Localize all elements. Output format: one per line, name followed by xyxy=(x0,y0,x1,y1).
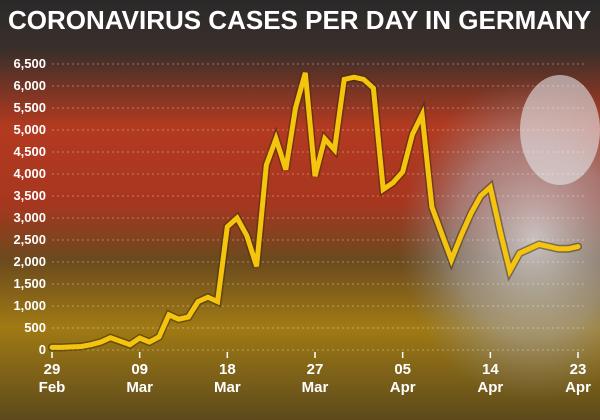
series-group xyxy=(48,71,582,352)
x-tick-day: 27 xyxy=(307,361,324,378)
x-tick-month: Apr xyxy=(390,379,416,396)
x-tick-month: Mar xyxy=(214,379,241,396)
y-tick-label: 1,500 xyxy=(13,276,46,291)
y-tick-label: 5,000 xyxy=(13,122,46,137)
photo-figure-head xyxy=(520,75,600,185)
y-tick-label: 0 xyxy=(39,342,46,357)
y-tick-label: 3,500 xyxy=(13,188,46,203)
x-tick-day: 29 xyxy=(44,361,61,378)
y-tick-label: 4,500 xyxy=(13,144,46,159)
y-tick-label: 5,500 xyxy=(13,100,46,115)
x-tick-day: 05 xyxy=(394,361,411,378)
y-tick-label: 4,000 xyxy=(13,166,46,181)
y-tick-label: 2,500 xyxy=(13,232,46,247)
y-tick-label: 6,000 xyxy=(13,78,46,93)
y-tick-label: 2,000 xyxy=(13,254,46,269)
y-tick-label: 1,000 xyxy=(13,298,46,313)
y-tick-label: 500 xyxy=(24,320,46,335)
x-tick-month: Apr xyxy=(565,379,591,396)
y-tick-label: 3,000 xyxy=(13,210,46,225)
y-axis: 0 500 1,000 1,500 2,000 2,500 3,000 3,500 4,000 4… xyxy=(13,56,46,357)
chart-title: CORONAVIRUS CASES PER DAY IN GERMANY xyxy=(8,5,591,35)
x-tick-day: 23 xyxy=(570,361,587,378)
x-tick-day: 18 xyxy=(219,361,236,378)
x-tick-month: Feb xyxy=(39,379,66,396)
x-tick-month: Mar xyxy=(302,379,329,396)
y-tick-label: 6,500 xyxy=(13,56,46,71)
x-tick-day: 14 xyxy=(482,361,499,378)
x-tick-day: 09 xyxy=(131,361,148,378)
x-tick-month: Mar xyxy=(126,379,153,396)
x-tick-month: Apr xyxy=(477,379,503,396)
